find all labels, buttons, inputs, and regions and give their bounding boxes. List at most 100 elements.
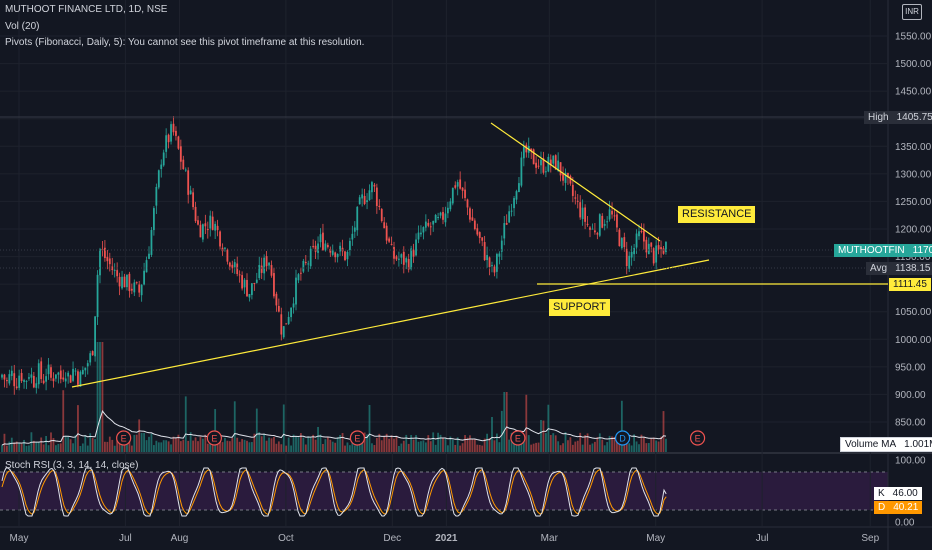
candle-body xyxy=(206,229,209,231)
candle-body xyxy=(496,254,498,272)
volume-bar xyxy=(616,440,618,452)
candle-body xyxy=(454,185,457,188)
symbol-tag-label: MUTHOOTFIN xyxy=(838,245,905,256)
candle-body xyxy=(128,273,131,292)
support-label[interactable]: SUPPORT xyxy=(549,299,610,316)
volume-bar xyxy=(552,433,555,452)
candle-body xyxy=(300,272,302,274)
candle-body xyxy=(591,228,594,230)
candle-body xyxy=(601,215,604,228)
volume-bar xyxy=(601,439,604,452)
volume-bar xyxy=(3,433,6,452)
volume-bar xyxy=(385,433,388,452)
volume-bar xyxy=(23,439,25,452)
candle-body xyxy=(179,146,182,162)
candle-body xyxy=(613,215,616,217)
high-tag-label: High xyxy=(868,112,889,123)
candle-body xyxy=(581,207,584,220)
candle-body xyxy=(8,374,11,384)
candle-body xyxy=(456,182,459,187)
candle-body xyxy=(187,170,190,195)
volume-bar xyxy=(15,441,18,452)
volume-bar xyxy=(459,445,462,452)
candle-body xyxy=(10,370,13,377)
volume-bar xyxy=(35,442,38,452)
candle-body xyxy=(160,164,163,170)
candle-body xyxy=(251,283,253,295)
price-tick-label: 850.00 xyxy=(895,418,926,429)
candle-body xyxy=(81,369,84,375)
candle-body xyxy=(415,239,417,256)
volume-bar xyxy=(275,443,278,452)
volume-bar xyxy=(363,432,366,452)
volume-bar xyxy=(594,441,596,452)
candle-body xyxy=(439,212,442,216)
volume-bar xyxy=(407,443,410,452)
candle-body xyxy=(353,227,356,232)
candle-body xyxy=(447,207,449,214)
candle-body xyxy=(513,198,515,209)
volume-bar xyxy=(238,441,241,452)
volume-bar xyxy=(263,433,266,452)
pivots-legend[interactable]: Pivots (Fibonacci, Daily, 5): You cannot… xyxy=(5,37,365,48)
volume-bar xyxy=(69,439,72,452)
currency-badge[interactable]: INR xyxy=(902,4,922,20)
candle-body xyxy=(366,200,368,203)
earnings-marker xyxy=(689,430,706,446)
volume-bar xyxy=(297,437,300,452)
volume-bar xyxy=(84,435,87,452)
candle-body xyxy=(650,242,653,247)
volume-bar xyxy=(55,445,57,452)
resistance-trendline[interactable] xyxy=(490,122,661,242)
volume-bar xyxy=(287,437,290,452)
volume-bar xyxy=(300,433,302,452)
volume-bar xyxy=(554,435,557,452)
candle-body xyxy=(35,383,38,388)
volume-bar xyxy=(295,435,297,452)
candle-body xyxy=(277,305,280,312)
volume-bar xyxy=(197,441,199,452)
candle-body xyxy=(584,207,586,222)
candle-body xyxy=(6,380,8,382)
volume-bar xyxy=(549,435,552,452)
candle-body xyxy=(312,246,315,248)
volume-bar xyxy=(378,433,381,452)
candle-body xyxy=(346,252,349,260)
volume-bar xyxy=(268,437,270,452)
candle-body xyxy=(420,232,422,235)
volume-bar xyxy=(496,433,498,452)
volume-bar xyxy=(576,440,579,452)
candle-body xyxy=(150,230,153,255)
volume-bar xyxy=(8,441,11,452)
candle-body xyxy=(238,274,241,276)
candle-body xyxy=(339,245,341,252)
volume-bar xyxy=(72,443,74,452)
resistance-label[interactable]: RESISTANCE xyxy=(678,206,756,223)
volume-legend[interactable]: Vol (20) xyxy=(5,21,40,32)
candle-body xyxy=(52,378,55,382)
price-tick-label: 1250.00 xyxy=(895,197,932,208)
candle-body xyxy=(304,262,307,264)
candle-body xyxy=(618,229,621,247)
stoch-legend[interactable]: Stoch RSI (3, 3, 14, 14, close) xyxy=(5,460,139,471)
candle-body xyxy=(275,293,278,306)
candle-body xyxy=(371,182,373,193)
symbol-legend[interactable]: MUTHOOT FINANCE LTD, 1D, NSE xyxy=(5,4,168,15)
candle-body xyxy=(412,249,415,257)
candle-body xyxy=(50,367,52,378)
volume-bar xyxy=(74,435,77,452)
support-trendline[interactable] xyxy=(71,259,710,388)
symbol-tag-value: 1170.15 xyxy=(912,245,932,256)
candles[interactable] xyxy=(1,115,667,395)
price-tick-label: 1300.00 xyxy=(895,169,932,180)
volume-bar xyxy=(545,433,547,452)
price-tick-label: 950.00 xyxy=(895,362,926,373)
candle-body xyxy=(530,148,533,151)
candle-body xyxy=(202,224,204,240)
earnings-marker xyxy=(116,430,132,446)
time-tick-label: Jul xyxy=(756,533,769,544)
candle-body xyxy=(540,159,542,166)
